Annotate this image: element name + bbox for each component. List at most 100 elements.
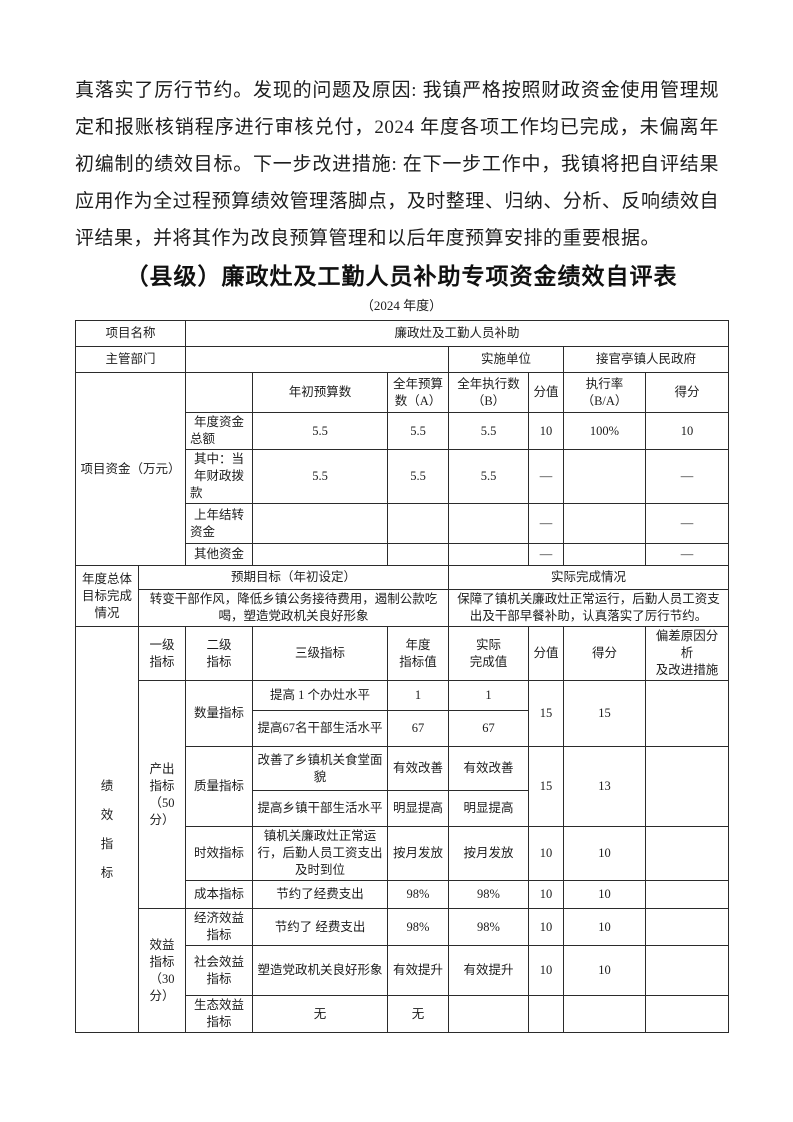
funding-header-blank <box>185 372 254 413</box>
indicator-target: 按月发放 <box>387 826 450 881</box>
economic-weight: 10 <box>528 908 565 946</box>
funding-row-annual-budget <box>387 503 450 544</box>
indicator-name: 提高 1 个办灶水平 <box>252 680 389 711</box>
economic-indicator-label: 经济效益指标 <box>185 908 254 946</box>
indicator-header-score: 得分 <box>563 626 647 681</box>
quantity-weight: 15 <box>528 680 565 747</box>
funding-row-initial-budget <box>252 503 389 544</box>
indicator-name: 提高67名干部生活水平 <box>252 710 389 747</box>
funding-row-rate <box>563 503 647 544</box>
indicator-name: 节约了 经费支出 <box>252 908 389 946</box>
indicator-header-level2: 二级 指标 <box>185 626 254 681</box>
indicator-name: 改善了乡镇机关食堂面貌 <box>252 746 389 791</box>
funding-row-executed <box>448 543 530 566</box>
performance-section-label-text: 绩效指标 <box>100 778 114 880</box>
indicator-target: 无 <box>387 995 450 1033</box>
indicator-name: 无 <box>252 995 389 1033</box>
funding-row-annual-budget: 5.5 <box>387 449 450 504</box>
funding-header-weight: 分值 <box>528 372 565 413</box>
indicator-actual: 67 <box>448 710 530 747</box>
annual-goal-label: 年度总体目标完成情况 <box>75 565 139 627</box>
economic-score: 10 <box>563 908 647 946</box>
performance-section-label: 绩效指标 <box>75 626 139 1033</box>
funding-row-label: 上年结转资金 <box>185 503 254 544</box>
department-label: 主管部门 <box>74 346 187 373</box>
funding-row-weight: — <box>528 543 565 566</box>
funding-row-label: 其他资金 <box>185 543 254 566</box>
quality-indicator-label: 质量指标 <box>185 746 254 827</box>
indicator-target: 67 <box>387 710 450 747</box>
cost-deviation <box>645 880 730 909</box>
indicator-target: 明显提高 <box>387 790 450 827</box>
funding-row-annual-budget: 5.5 <box>387 412 450 450</box>
funding-row-rate: 100% <box>563 412 647 450</box>
indicator-actual: 有效改善 <box>448 746 530 791</box>
quantity-deviation <box>645 680 730 747</box>
funding-header-executed: 全年执行数（B） <box>448 372 530 413</box>
funding-row-executed: 5.5 <box>448 412 530 450</box>
indicator-actual: 有效提升 <box>448 945 530 996</box>
output-indicator-label: 产出 指标 （50 分） <box>137 680 187 909</box>
cost-score: 10 <box>563 880 647 909</box>
funding-row-label: 其中：当年财政拨款 <box>185 449 254 504</box>
benefit-indicator-label: 效益 指标 （30 分） <box>137 908 187 1033</box>
implementer-label: 实施单位 <box>448 346 565 373</box>
indicator-actual <box>448 995 530 1033</box>
self-evaluation-table: 项目名称 廉政灶及工勤人员补助 主管部门 实施单位 接官亭镇人民政府 项目资金（… <box>74 320 730 1033</box>
timeliness-weight: 10 <box>528 826 565 881</box>
indicator-header-actual: 实际 完成值 <box>448 626 530 681</box>
indicator-header-target: 年度 指标值 <box>387 626 450 681</box>
funding-header-initial-budget: 年初预算数 <box>252 372 389 413</box>
intro-paragraph: 真落实了厉行节约。发现的问题及原因: 我镇严格按照财政资金使用管理规定和报账核销… <box>75 80 719 249</box>
indicator-name: 镇机关廉政灶正常运行，后勤人员工资支出及时到位 <box>252 826 389 881</box>
funding-row-executed: 5.5 <box>448 449 530 504</box>
cost-indicator-label: 成本指标 <box>185 880 254 909</box>
project-name-value: 廉政灶及工勤人员补助 <box>185 320 730 347</box>
annual-goal-expected-header: 预期目标（年初设定） <box>137 565 450 590</box>
indicator-header-weight: 分值 <box>528 626 565 681</box>
funding-row-score: — <box>645 503 730 544</box>
timeliness-deviation <box>645 826 730 881</box>
funding-row-rate <box>563 543 647 566</box>
funding-header-score: 得分 <box>645 372 730 413</box>
indicator-header-level1: 一级 指标 <box>137 626 187 681</box>
funding-header-rate: 执行率 （B/A） <box>563 372 647 413</box>
cost-weight: 10 <box>528 880 565 909</box>
indicator-header-level3: 三级指标 <box>252 626 389 681</box>
annual-goal-actual-text: 保障了镇机关廉政灶正常运行，后勤人员工资支出及干部早餐补助，认真落实了厉行节约。 <box>448 589 730 627</box>
quality-score: 13 <box>563 746 647 827</box>
funding-row-initial-budget <box>252 543 389 566</box>
indicator-target: 1 <box>387 680 450 711</box>
indicator-actual: 1 <box>448 680 530 711</box>
indicator-name: 塑造党政机关良好形象 <box>252 945 389 996</box>
social-score: 10 <box>563 945 647 996</box>
funding-row-weight: — <box>528 503 565 544</box>
ecological-deviation <box>645 995 730 1033</box>
page-subtitle: （2024 年度） <box>360 298 443 313</box>
social-weight: 10 <box>528 945 565 996</box>
indicator-target: 有效改善 <box>387 746 450 791</box>
indicator-name: 节约了经费支出 <box>252 880 389 909</box>
social-deviation <box>645 945 730 996</box>
funding-row-weight: — <box>528 449 565 504</box>
indicator-actual: 98% <box>448 908 530 946</box>
funding-row-annual-budget <box>387 543 450 566</box>
implementer-value: 接官亭镇人民政府 <box>563 346 730 373</box>
annual-goal-actual-header: 实际完成情况 <box>448 565 730 590</box>
annual-goal-expected-text: 转变干部作风，降低乡镇公务接待费用，遏制公款吃喝，塑造党政机关良好形象 <box>137 589 450 627</box>
indicator-header-deviation: 偏差原因分析 及改进措施 <box>645 626 730 681</box>
quality-deviation <box>645 746 730 827</box>
quantity-score: 15 <box>563 680 647 747</box>
indicator-actual: 按月发放 <box>448 826 530 881</box>
indicator-actual: 98% <box>448 880 530 909</box>
indicator-name: 提高乡镇干部生活水平 <box>252 790 389 827</box>
funding-header-annual-budget: 全年预算数（A） <box>387 372 450 413</box>
ecological-score <box>563 995 647 1033</box>
funding-row-executed <box>448 503 530 544</box>
indicator-actual: 明显提高 <box>448 790 530 827</box>
funding-section-label: 项目资金（万元） <box>74 372 187 566</box>
ecological-weight <box>528 995 565 1033</box>
funding-row-initial-budget: 5.5 <box>252 412 389 450</box>
indicator-target: 98% <box>387 908 450 946</box>
funding-row-rate <box>563 449 647 504</box>
